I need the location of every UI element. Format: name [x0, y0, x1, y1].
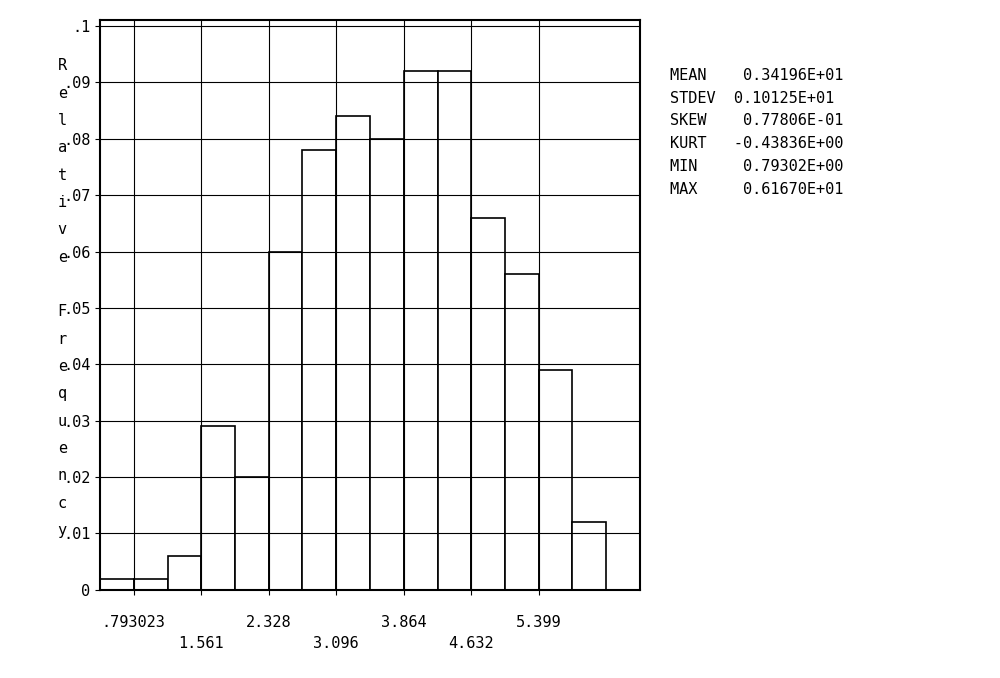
Bar [269, 252, 302, 590]
Text: l: l [58, 113, 67, 128]
Text: 1.561: 1.561 [178, 636, 224, 651]
Bar [539, 370, 572, 590]
Bar [201, 426, 235, 590]
Bar [134, 578, 168, 590]
Bar [438, 71, 471, 590]
Text: 4.632: 4.632 [448, 636, 494, 651]
Text: a: a [58, 140, 67, 155]
Bar [302, 150, 336, 590]
Bar [572, 522, 606, 590]
Bar [168, 556, 201, 590]
Text: 5.399: 5.399 [516, 615, 562, 630]
Bar [471, 218, 505, 590]
Text: e: e [58, 359, 67, 374]
Bar [100, 578, 134, 590]
Bar [505, 274, 539, 590]
Text: 2.328: 2.328 [246, 615, 292, 630]
Text: e: e [58, 441, 67, 456]
Text: 3.096: 3.096 [313, 636, 359, 651]
Text: R: R [58, 58, 67, 73]
Text: e: e [58, 85, 67, 101]
Text: F: F [58, 304, 67, 319]
Text: u: u [58, 414, 67, 428]
Text: MEAN    0.34196E+01
STDEV  0.10125E+01
SKEW    0.77806E-01
KURT   -0.43836E+00
M: MEAN 0.34196E+01 STDEV 0.10125E+01 SKEW … [670, 68, 843, 197]
Bar [404, 71, 438, 590]
Bar [235, 477, 269, 590]
Text: e: e [58, 250, 67, 265]
Text: i: i [58, 195, 67, 210]
Text: 3.864: 3.864 [381, 615, 427, 630]
Text: y: y [58, 523, 67, 538]
Text: n: n [58, 468, 67, 483]
Bar [370, 139, 404, 590]
Text: q: q [58, 386, 67, 401]
Text: r: r [58, 332, 67, 346]
Bar [336, 116, 370, 590]
Text: c: c [58, 496, 67, 511]
Text: v: v [58, 222, 67, 237]
Text: t: t [58, 167, 67, 183]
Text: .793023: .793023 [102, 615, 166, 630]
